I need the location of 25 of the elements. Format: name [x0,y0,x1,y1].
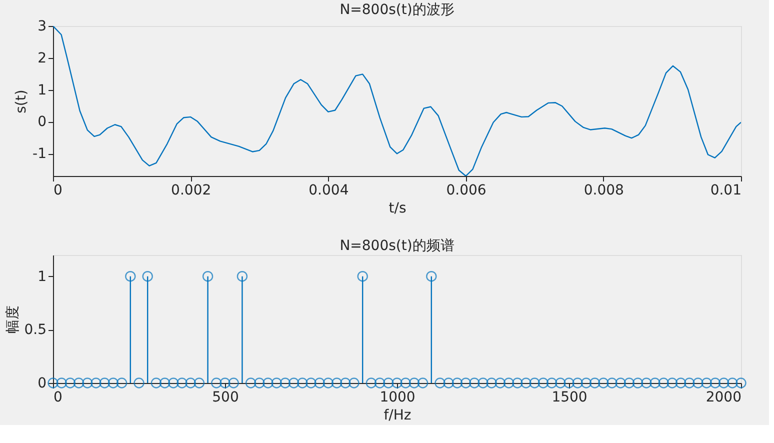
x-tick-label: 1000 [380,390,416,406]
y-tick-label: 1 [38,268,46,285]
y-axis-title: s(t) [14,90,30,114]
x-tick-label: 0.008 [584,182,624,198]
x-tick-label: 0 [54,390,62,406]
x-tick-label: 500 [212,390,239,406]
y-tick-label: 2 [38,50,46,66]
y-tick-label: 0 [38,114,46,130]
y-tick-label: -1 [32,146,46,162]
chart-title: N=800s(t)的波形 [340,2,454,18]
x-tick-label: 0 [54,182,62,198]
y-tick-label: 0.5 [24,322,46,338]
chart-title: N=800s(t)的频谱 [340,238,454,254]
x-axis-title: t/s [388,200,406,216]
x-axis-title: f/Hz [384,408,412,424]
y-tick-label: 0 [38,376,46,392]
y-axis-title: 幅度 [5,306,22,334]
y-tick-label: 1 [38,82,46,98]
x-tick-label: 0.004 [308,182,349,198]
y-tick-label: 3 [38,18,46,34]
x-tick-label: 2000 [706,390,742,406]
x-tick-label: 0.006 [446,182,486,198]
x-tick-label: 0.01 [710,182,742,198]
x-tick-label: 1500 [552,390,588,406]
x-tick-label: 0.002 [171,182,212,198]
